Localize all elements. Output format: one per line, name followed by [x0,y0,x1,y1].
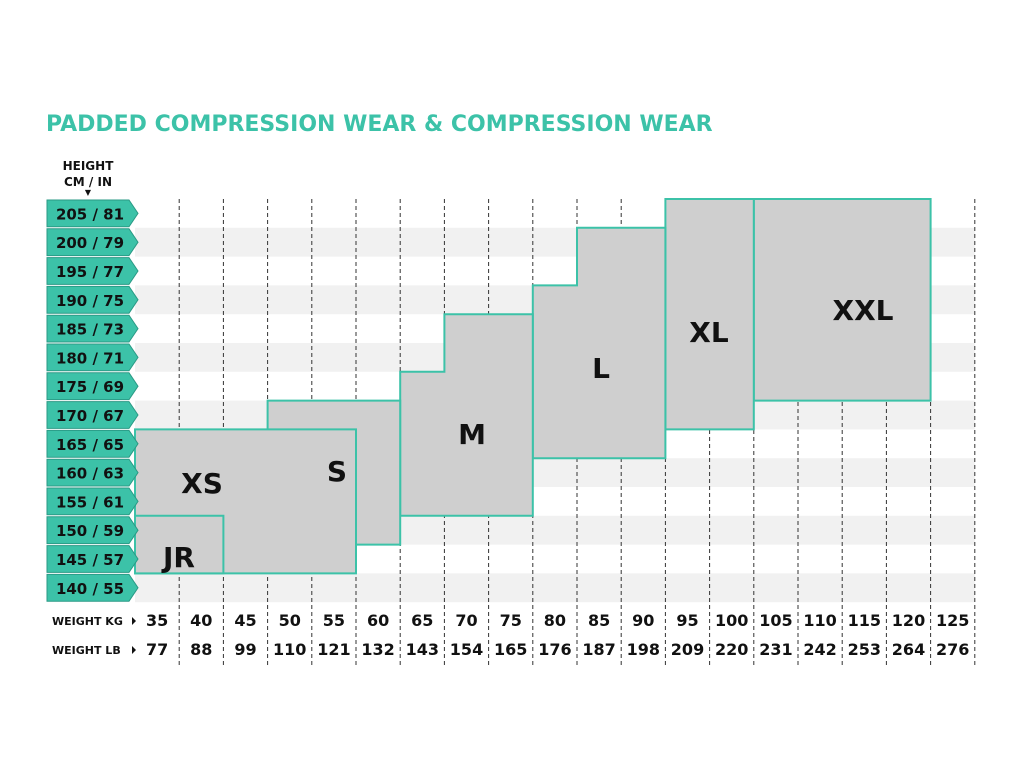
size-label-m: M [458,418,486,451]
height-tick-label: 205 / 81 [56,205,124,223]
weight-kg-tick: 75 [500,611,522,630]
height-tag [46,573,139,602]
height-tick-label: 155 / 61 [56,493,124,511]
weight-lb-tick: 220 [715,640,748,659]
weight-kg-tick: 95 [676,611,698,630]
height-tick-label: 180 / 71 [56,349,124,367]
weight-kg-tick: 90 [632,611,654,630]
height-header-line2: CM / IN [64,175,112,189]
weight-lb-tick: 99 [234,640,256,659]
weight-kg-tick: 70 [455,611,477,630]
height-tick-label: 145 / 57 [56,551,124,569]
weight-lb-tick: 276 [936,640,969,659]
weight-kg-tick: 45 [234,611,256,630]
size-region-xl [664,198,755,431]
height-tick-label: 165 / 65 [56,436,124,454]
height-tag [46,199,139,228]
weight-lb-tick: 209 [671,640,704,659]
chevron-down-icon: ▼ [84,188,92,197]
weight-kg-tick: 50 [279,611,301,630]
weight-kg-tick: 35 [146,611,168,630]
weight-kg-tick: 65 [411,611,433,630]
size-label-s: S [327,455,347,488]
size-region-m [399,313,534,517]
weight-kg-tick: 55 [323,611,345,630]
weight-lb-tick: 143 [406,640,439,659]
size-label-l: L [592,352,610,385]
weight-kg-tick: 105 [759,611,792,630]
chevron-right-icon [132,646,136,654]
weight-lb-tick: 242 [803,640,836,659]
height-tick-label: 190 / 75 [56,292,124,310]
chevron-right-icon [132,617,136,625]
weight-lb-tick: 132 [361,640,394,659]
weight-lb-tick: 176 [538,640,571,659]
height-tick-label: 175 / 69 [56,378,124,396]
weight-lb-tick: 121 [317,640,350,659]
weight-lb-tick: 154 [450,640,483,659]
weight-lb-tick: 88 [190,640,212,659]
size-label-xs: XS [181,467,223,500]
weight-kg-tick: 110 [803,611,836,630]
weight-lb-tick: 187 [582,640,615,659]
height-tick-label: 160 / 63 [56,465,124,483]
height-tag [46,516,139,545]
height-tag [46,257,139,285]
height-tag [46,545,139,573]
height-tick-label: 140 / 55 [56,580,124,598]
weight-lb-tick: 165 [494,640,527,659]
size-label-jr: JR [161,541,195,574]
height-tag [46,314,139,343]
weight-kg-tick: 120 [892,611,925,630]
size-label-xl: XL [689,316,729,349]
height-tag [46,401,139,429]
weight-kg-tick: 115 [848,611,881,630]
weight-kg-tick: 40 [190,611,212,630]
height-tag [46,429,139,458]
height-tick-label: 185 / 73 [56,321,124,339]
weight-lb-tick: 77 [146,640,168,659]
height-tag [46,343,139,372]
weight-kg-tick: 125 [936,611,969,630]
weight-lb-label: WEIGHT LB [52,644,121,657]
height-axis-header: HEIGHT CM / IN ▼ [46,158,130,197]
height-tag [46,228,139,257]
weight-lb-tick: 198 [627,640,660,659]
size-label-xxl: XXL [832,294,893,327]
height-tick-label: 150 / 59 [56,522,124,540]
height-tag [46,487,139,516]
height-tick-label: 170 / 67 [56,407,124,425]
size-region-l [531,226,667,460]
height-tick-label: 200 / 79 [56,234,124,252]
weight-lb-tick: 110 [273,640,306,659]
height-tag [46,458,139,487]
weight-lb-tick: 264 [892,640,925,659]
weight-lb-tick: 253 [848,640,881,659]
weight-kg-tick: 60 [367,611,389,630]
height-tag [46,285,139,314]
weight-kg-label: WEIGHT KG [52,615,123,628]
weight-kg-tick: 100 [715,611,748,630]
row-stripe [135,573,975,603]
height-header-line1: HEIGHT [62,159,114,173]
weight-lb-tick: 231 [759,640,792,659]
height-tick-label: 195 / 77 [56,263,124,281]
weight-kg-tick: 80 [544,611,566,630]
chart-title: PADDED COMPRESSION WEAR & COMPRESSION WE… [46,112,713,137]
weight-kg-tick: 85 [588,611,610,630]
height-tag [46,372,139,401]
